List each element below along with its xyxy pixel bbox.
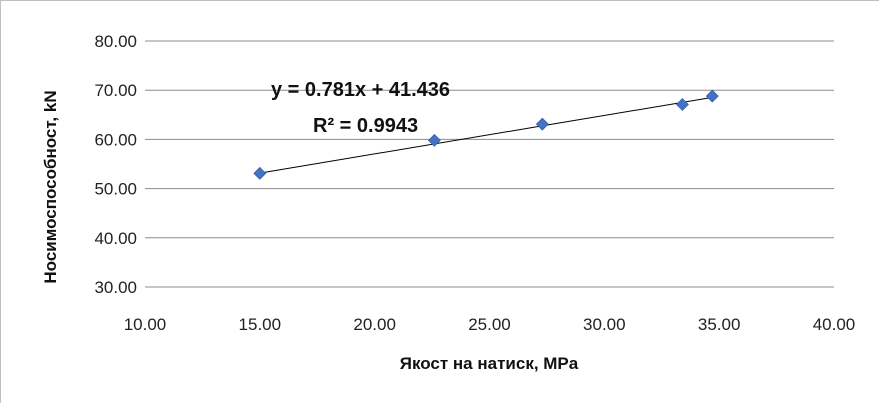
x-tick-label-1: 15.00 (239, 315, 282, 334)
y-tick-label-5: 80.00 (94, 32, 137, 51)
data-point-0-3 (676, 98, 688, 110)
gridlines (145, 41, 834, 287)
y-tick-label-1: 40.00 (94, 229, 137, 248)
data-point-0-0 (254, 167, 266, 179)
x-axis-title: Якост на натиск, MPa (400, 354, 579, 373)
y-tick-label-2: 50.00 (94, 180, 137, 199)
data-point-0-2 (536, 118, 548, 130)
y-tick-labels: 30.00 40.00 50.00 60.00 70.00 80.00 (94, 32, 137, 297)
x-tick-label-2: 20.00 (353, 315, 396, 334)
x-tick-labels: 10.00 15.00 20.00 25.00 30.00 35.00 40.00 (124, 315, 856, 334)
y-tick-label-0: 30.00 (94, 278, 137, 297)
x-tick-label-6: 40.00 (813, 315, 856, 334)
x-tick-label-4: 30.00 (583, 315, 626, 334)
trendline-equation: y = 0.781x + 41.436 (271, 79, 450, 101)
x-tick-label-5: 35.00 (698, 315, 741, 334)
data-point-0-4 (706, 90, 718, 102)
y-tick-label-4: 70.00 (94, 81, 137, 100)
y-tick-label-3: 60.00 (94, 130, 137, 149)
r-squared-label: R² = 0.9943 (313, 115, 418, 137)
y-axis-title: Носимоспособност, kN (41, 90, 60, 283)
x-tick-label-0: 10.00 (124, 315, 167, 334)
x-tick-label-3: 25.00 (468, 315, 511, 334)
